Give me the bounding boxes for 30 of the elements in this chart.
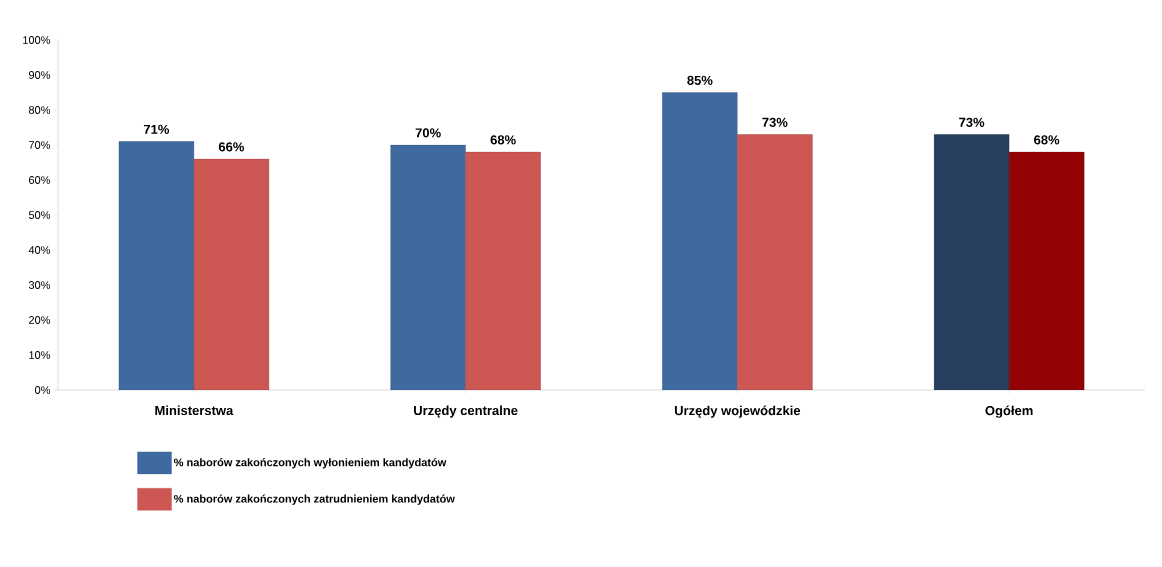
y-tick-label: 30% (28, 281, 51, 289)
x-tick-label: Ogółem (985, 405, 1033, 418)
x-tick-label: Ministerstwa (155, 405, 234, 416)
data-label: 73% (762, 117, 788, 127)
y-tick-label: 60% (29, 176, 51, 184)
legend-label: % naborów zakończonych wyłonieniem kandydatów (173, 458, 447, 469)
data-label: 68% (490, 135, 516, 145)
data-label: 66% (218, 142, 245, 152)
data-label: 71% (143, 124, 170, 134)
data-label: 70% (415, 128, 441, 138)
y-tick-label: 20% (29, 316, 51, 324)
data-label: 85% (687, 75, 713, 85)
y-tick-label: 50% (28, 211, 51, 219)
y-tick-label: 80% (28, 106, 51, 114)
y-tick-label: 100% (23, 36, 51, 44)
data-label: 73% (959, 117, 985, 127)
bar (465, 151, 541, 390)
bar (933, 134, 1010, 390)
y-tick-label: 10% (29, 351, 51, 359)
y-tick-label: 70% (29, 141, 51, 149)
y-tick-label: 40% (28, 246, 51, 254)
bar (1008, 151, 1085, 390)
x-tick-label: Urzędy wojewódzkie (674, 405, 801, 418)
y-tick-label: 0% (35, 386, 51, 394)
bar (737, 134, 813, 390)
x-tick-label: Urzędy centralne (414, 405, 518, 418)
bar (118, 141, 195, 390)
legend-label: % naborów zakończonych zatrudnieniem kandydatów (173, 494, 455, 505)
y-tick-label: 90% (28, 71, 51, 79)
data-label: 68% (1034, 135, 1060, 145)
